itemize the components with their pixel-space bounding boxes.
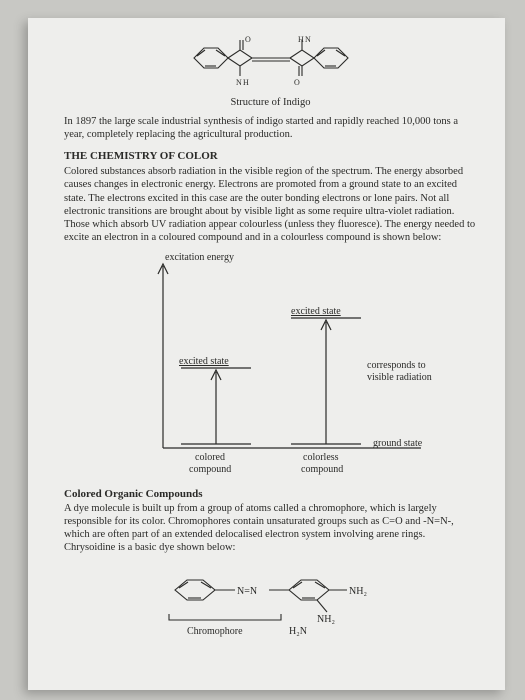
colored-organic-heading: Colored Organic Compounds [64, 488, 477, 502]
azo-label: N=N [237, 586, 257, 597]
nh2-right-label: NH₂ [349, 586, 367, 597]
colored-organic-body: A dye molecule is built up from a group … [64, 502, 477, 555]
chromophore-label: Chromophore [187, 626, 243, 637]
indigo-h-bl: H [243, 78, 249, 87]
chrysoidine-structure: N=N NH₂ NH₂ Chromophore H₂N [64, 558, 477, 642]
right-annot-2: visible radiation [367, 372, 432, 383]
right-annot-1: corresponds to [367, 360, 426, 371]
indigo-h-tr: H [298, 36, 304, 44]
h2n-label: H₂N [289, 626, 307, 637]
chemistry-color-heading: THE CHEMISTRY OF COLOR [64, 150, 477, 164]
document-page: O N H H N O Structure of Indigo In 1897 … [28, 18, 505, 690]
indigo-n-bl: N [236, 78, 242, 87]
indigo-o-bottom: O [294, 78, 300, 87]
y-axis-label: excitation energy [165, 252, 234, 263]
right-compound-2: compound [301, 464, 343, 475]
right-compound-1: colorless [303, 452, 339, 463]
chemistry-color-body: Colored substances absorb radiation in t… [64, 165, 477, 244]
indigo-n-tr: N [305, 36, 311, 44]
intro-paragraph: In 1897 the large scale industrial synth… [64, 115, 477, 141]
left-excited-label: excited state [179, 356, 229, 367]
left-compound-1: colored [195, 452, 225, 463]
ground-state-label: ground state [373, 438, 423, 449]
indigo-structure: O N H H N O [64, 36, 477, 92]
indigo-caption: Structure of Indigo [64, 96, 477, 109]
energy-diagram: excitation energy [64, 248, 477, 482]
right-excited-label: excited state [291, 306, 341, 317]
indigo-o-top: O [245, 36, 251, 44]
nh2-bottom-label: NH₂ [317, 614, 335, 625]
left-compound-2: compound [189, 464, 231, 475]
